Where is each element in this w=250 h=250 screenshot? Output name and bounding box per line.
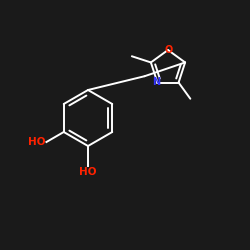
Text: HO: HO bbox=[79, 167, 97, 177]
Text: O: O bbox=[165, 45, 173, 55]
Text: HO: HO bbox=[28, 137, 46, 147]
Text: N: N bbox=[152, 76, 160, 86]
